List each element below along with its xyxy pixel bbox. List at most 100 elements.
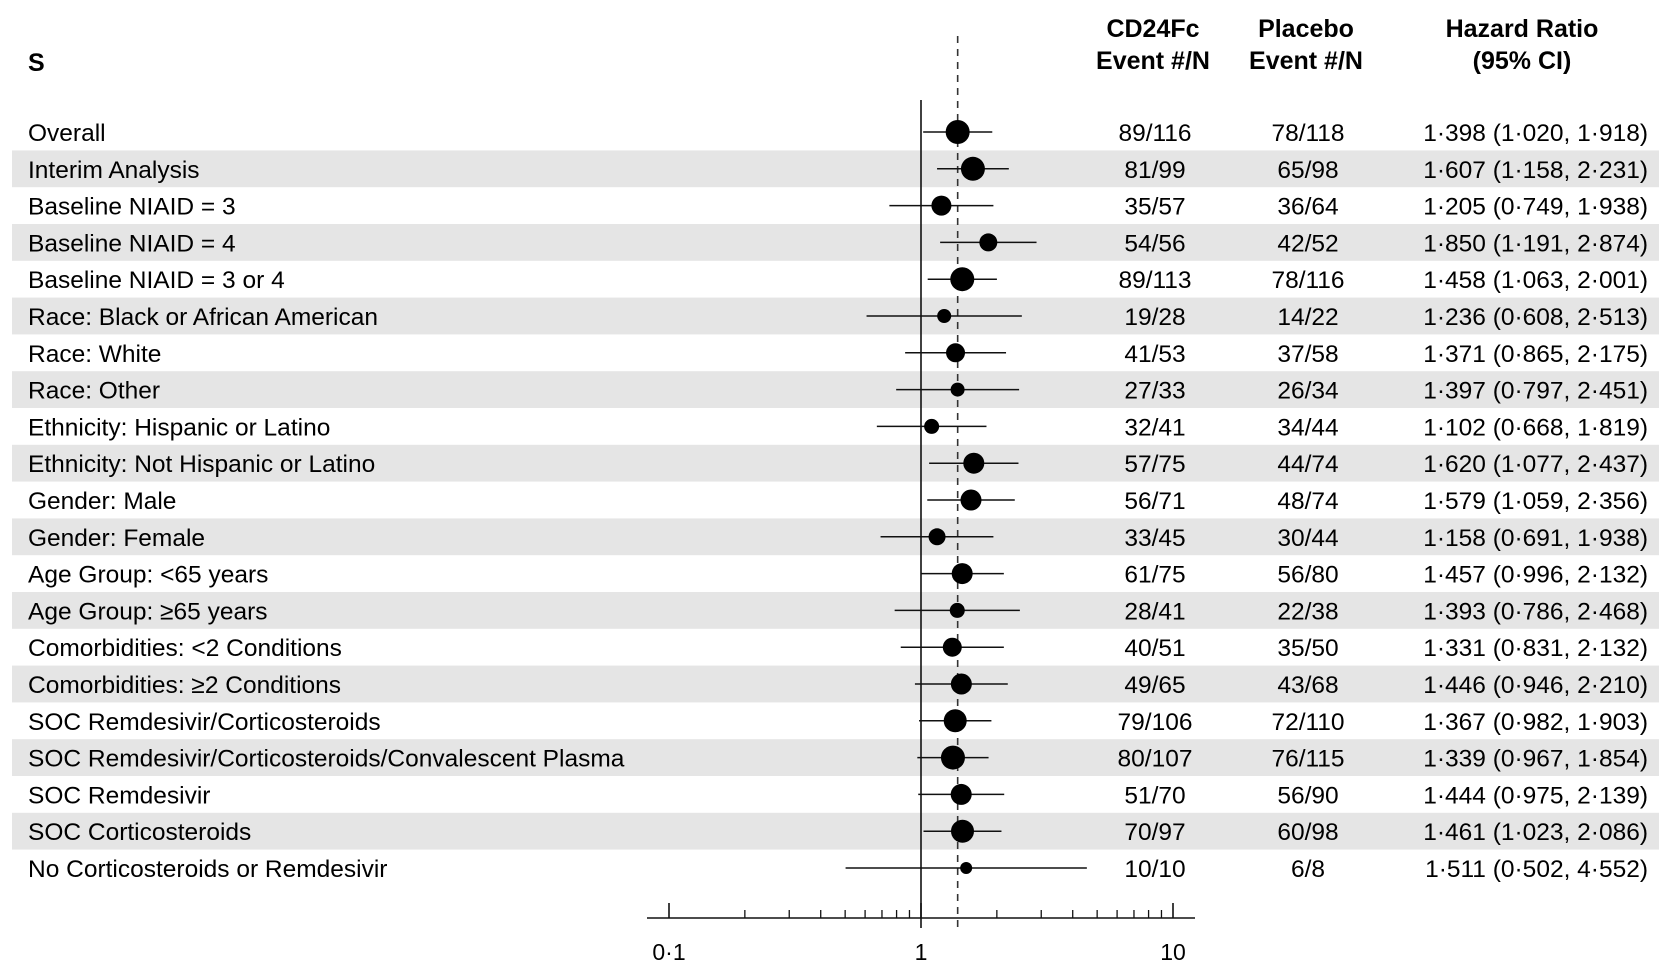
- placebo-events: 44/74: [1277, 451, 1338, 478]
- hazard-ratio-ci: 1·607 (1·158, 2·231): [1423, 157, 1648, 184]
- placebo-header-line2: Event #/N: [1249, 47, 1363, 75]
- subgroup-label: Baseline NIAID = 3: [28, 194, 236, 221]
- subgroup-label: Age Group: <65 years: [28, 562, 268, 589]
- hazard-ratio-ci: 1·850 (1·191, 2·874): [1423, 230, 1648, 257]
- row-band: [12, 665, 1659, 703]
- cd24fc-events: 10/10: [1124, 856, 1185, 883]
- hazard-ratio-ci: 1·339 (0·967, 1·854): [1423, 746, 1648, 773]
- subgroup-label: No Corticosteroids or Remdesivir: [28, 856, 387, 883]
- subgroup-label: Ethnicity: Not Hispanic or Latino: [28, 451, 375, 478]
- subgroup-label: Comorbidities: ≥2 Conditions: [28, 672, 341, 699]
- hazard-ratio-ci: 1·446 (0·946, 2·210): [1423, 672, 1648, 699]
- subgroup-label: Baseline NIAID = 3 or 4: [28, 267, 285, 294]
- hazard-ratio-ci: 1·620 (1·077, 2·437): [1423, 451, 1648, 478]
- cd24fc-events: 35/57: [1124, 194, 1185, 221]
- hazard-ratio-point: [946, 343, 966, 363]
- cd24fc-events: 41/53: [1124, 341, 1185, 368]
- row-band: [12, 224, 1659, 261]
- subgroup-label: SOC Remdesivir/Corticosteroids: [28, 709, 381, 736]
- row-band: [12, 150, 1659, 188]
- hazard-ratio-point: [928, 528, 946, 546]
- subgroup-label: Gender: Female: [28, 525, 205, 552]
- data-rows: Overall 89/116 78/118 1·398 (1·020, 1·918) I…: [28, 120, 1648, 883]
- subgroup-header: S: [28, 49, 45, 77]
- cd24fc-events: 28/41: [1124, 598, 1185, 625]
- placebo-events: 56/80: [1277, 562, 1338, 589]
- subgroup-label: Race: Black or African American: [28, 304, 378, 331]
- placebo-events: 76/115: [1271, 746, 1344, 773]
- cd24fc-events: 33/45: [1124, 525, 1185, 552]
- cd24fc-events: 70/97: [1124, 819, 1185, 846]
- cd24fc-events: 49/65: [1124, 672, 1185, 699]
- placebo-events: 42/52: [1277, 230, 1338, 257]
- hazard-ratio-ci: 1·511 (0·502, 4·552): [1425, 856, 1648, 883]
- subgroup-label: Overall: [28, 120, 106, 147]
- row-band: [12, 739, 1659, 776]
- subgroup-label: Age Group: ≥65 years: [28, 598, 268, 625]
- hazard-ratio-point: [950, 382, 965, 397]
- hazard-ratio-point: [931, 195, 952, 216]
- hazard-ratio-point: [942, 637, 962, 657]
- row-band: [12, 371, 1659, 408]
- cd24fc-events: 61/75: [1124, 562, 1185, 589]
- placebo-events: 35/50: [1277, 635, 1338, 662]
- placebo-events: 14/22: [1277, 304, 1338, 331]
- hazard-ratio-ci: 1·461 (1·023, 2·086): [1423, 819, 1648, 846]
- cd24fc-events: 89/116: [1118, 120, 1191, 147]
- placebo-events: 34/44: [1277, 414, 1338, 441]
- cd24fc-events: 54/56: [1124, 230, 1185, 257]
- x-axis: 0·1 1 10: [647, 903, 1195, 964]
- hazard-ratio-point: [960, 156, 985, 181]
- hazard-ratio-point: [950, 819, 974, 843]
- subgroup-label: Comorbidities: <2 Conditions: [28, 635, 342, 662]
- hazard-ratio-ci: 1·236 (0·608, 2·513): [1423, 304, 1648, 331]
- placebo-events: 26/34: [1277, 378, 1338, 405]
- cd24fc-events: 89/113: [1118, 267, 1191, 294]
- subgroup-label: Race: White: [28, 341, 161, 368]
- subgroup-label: SOC Remdesivir: [28, 782, 210, 809]
- hazard-ratio-point: [950, 673, 972, 695]
- hazard-ratio-ci: 1·457 (0·996, 2·132): [1423, 562, 1648, 589]
- row-band: [12, 444, 1659, 482]
- hazard-ratio-header-line1: Hazard Ratio: [1446, 15, 1599, 43]
- row-bands: [12, 150, 1659, 850]
- x-tick-label: 0·1: [652, 939, 685, 964]
- subgroup-label: Ethnicity: Hispanic or Latino: [28, 414, 330, 441]
- hazard-ratio-ci: 1·102 (0·668, 1·819): [1423, 414, 1648, 441]
- hazard-ratio-ci: 1·393 (0·786, 2·468): [1423, 598, 1648, 625]
- hazard-ratio-point: [951, 563, 973, 585]
- hazard-ratio-point: [960, 489, 982, 511]
- row-band: [12, 592, 1659, 629]
- cd24fc-events: 19/28: [1124, 304, 1185, 331]
- placebo-events: 78/118: [1271, 120, 1344, 147]
- cd24fc-events: 27/33: [1124, 378, 1185, 405]
- subgroup-label: Interim Analysis: [28, 157, 200, 184]
- hazard-ratio-point: [945, 120, 970, 144]
- placebo-events: 36/64: [1277, 194, 1338, 221]
- hazard-ratio-ci: 1·458 (1·063, 2·001): [1423, 267, 1648, 294]
- hazard-ratio-ci: 1·331 (0·831, 2·132): [1423, 635, 1648, 662]
- row-band: [12, 297, 1659, 335]
- cd24fc-events: 51/70: [1124, 782, 1185, 809]
- x-tick-label: 10: [1160, 939, 1186, 964]
- cd24fc-header-line1: CD24Fc: [1106, 15, 1199, 43]
- placebo-header-line1: Placebo: [1258, 15, 1354, 43]
- placebo-events: 56/90: [1277, 782, 1338, 809]
- subgroup-label: Race: Other: [28, 378, 160, 405]
- cd24fc-events: 79/106: [1118, 709, 1193, 736]
- hazard-ratio-ci: 1·158 (0·691, 1·938): [1423, 525, 1648, 552]
- placebo-events: 37/58: [1277, 341, 1338, 368]
- hazard-ratio-point: [924, 418, 940, 434]
- reference-lines: [920, 36, 959, 928]
- hazard-ratio-point: [963, 452, 985, 474]
- placebo-events: 48/74: [1277, 488, 1338, 515]
- hazard-ratio-point: [950, 783, 972, 805]
- subgroup-label: Baseline NIAID = 4: [28, 230, 236, 257]
- placebo-events: 22/38: [1277, 598, 1338, 625]
- cd24fc-events: 81/99: [1124, 157, 1185, 184]
- hazard-ratio-point: [937, 309, 952, 323]
- hazard-ratio-point: [949, 602, 965, 618]
- placebo-events: 78/116: [1271, 267, 1344, 294]
- cd24fc-events: 40/51: [1124, 635, 1185, 662]
